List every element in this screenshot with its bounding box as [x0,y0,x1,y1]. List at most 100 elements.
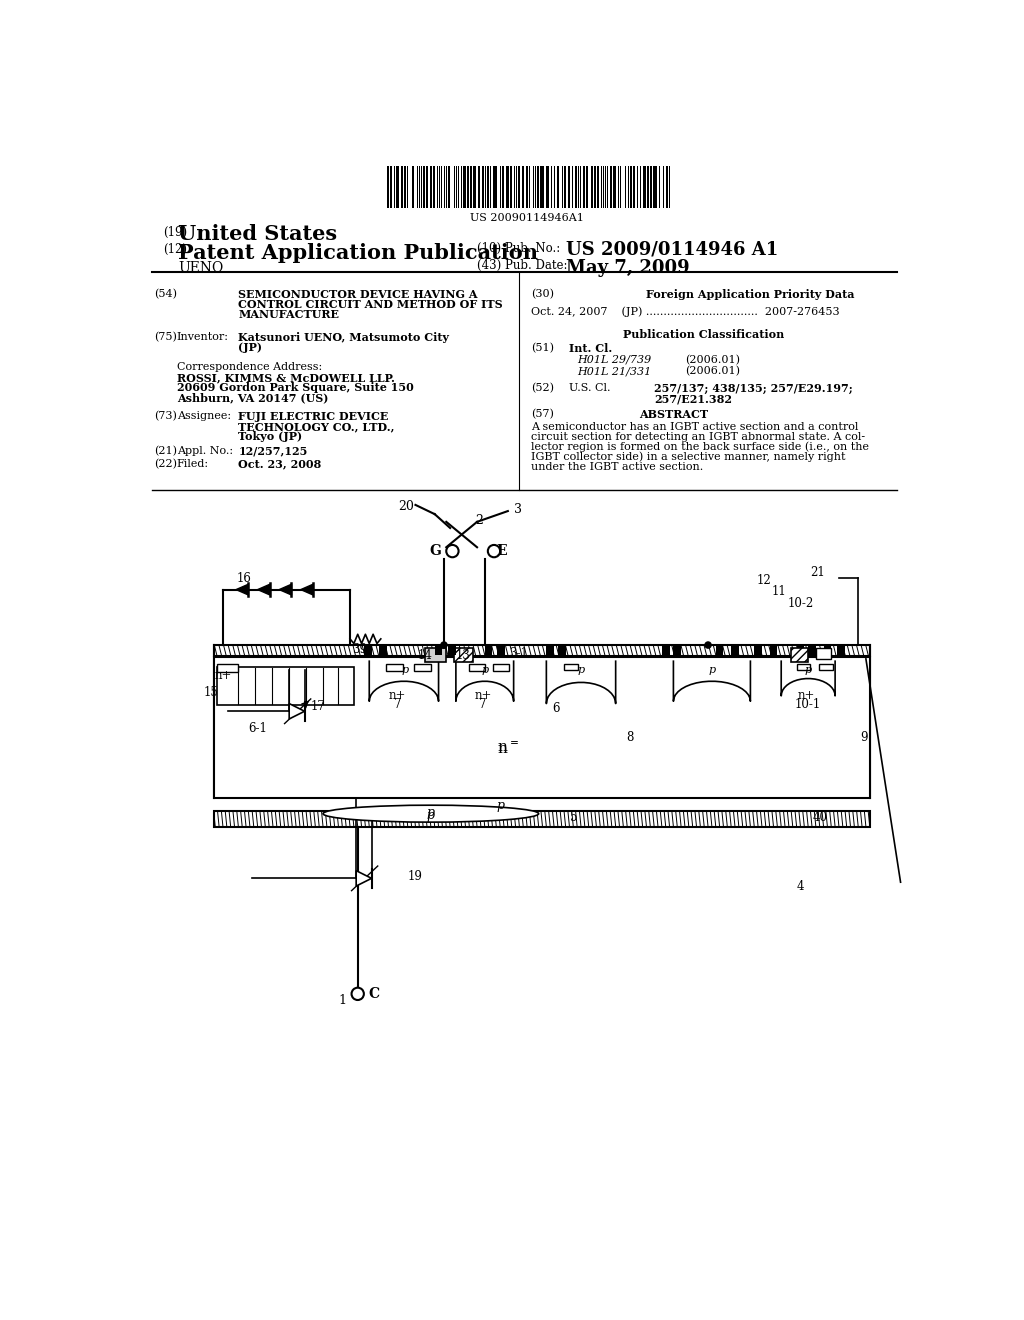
Bar [528,166,530,209]
Text: H01L 21/331: H01L 21/331 [578,367,651,376]
Text: n$^-$: n$^-$ [497,741,519,755]
Bar [497,645,505,655]
Bar [478,166,480,209]
Text: C: C [369,987,380,1001]
Text: 15: 15 [204,686,219,700]
Text: 4: 4 [797,880,804,894]
Bar [526,166,528,209]
Text: circuit section for detecting an IGBT abnormal state. A col-: circuit section for detecting an IGBT ab… [531,432,865,442]
Text: 7: 7 [479,698,487,711]
Text: (10) Pub. No.:: (10) Pub. No.: [477,242,560,255]
Text: (19): (19) [163,226,187,239]
Text: 10-1: 10-1 [795,698,821,711]
Text: E: E [497,544,507,558]
Text: (54): (54) [154,289,177,300]
Bar [396,166,398,209]
Text: n+: n+ [389,689,407,702]
Text: ABSTRACT: ABSTRACT [639,409,708,420]
Text: US 20090114946A1: US 20090114946A1 [470,213,584,223]
Text: Oct. 24, 2007    (JP) ................................  2007-276453: Oct. 24, 2007 (JP) .....................… [531,306,840,317]
Text: 14: 14 [418,649,433,663]
Text: p: p [481,665,488,676]
Bar [481,166,484,209]
Bar [403,166,407,209]
Bar [390,166,391,209]
Bar [823,645,831,655]
Text: (73): (73) [154,411,176,421]
Bar [473,166,475,209]
Bar [458,166,460,209]
Text: 16: 16 [238,573,252,585]
Bar [414,664,431,671]
Bar [662,645,670,655]
Text: (2006.01): (2006.01) [685,355,740,366]
Bar [494,664,509,671]
Text: 5: 5 [569,810,578,824]
Ellipse shape [351,987,364,1001]
Text: 1: 1 [339,994,347,1007]
Bar [547,166,549,209]
Bar [792,648,808,663]
Bar [364,645,372,655]
Polygon shape [289,704,304,719]
Bar [770,645,777,655]
Text: 40: 40 [812,810,827,824]
Text: 3-1: 3-1 [509,647,528,660]
Text: 7: 7 [394,698,401,711]
Bar [421,166,422,209]
Text: (12): (12) [163,243,187,256]
Bar [469,664,484,671]
Ellipse shape [446,545,459,557]
Bar [797,645,804,655]
Bar [755,645,762,655]
Text: Correspondence Address:: Correspondence Address: [177,363,322,372]
Bar [650,166,652,209]
Bar [447,645,456,655]
Bar [430,166,432,209]
Bar [587,166,588,209]
Text: p: p [578,665,585,676]
Text: 10-2: 10-2 [787,597,814,610]
Bar [435,645,442,655]
Bar [634,166,635,209]
Bar [731,645,739,655]
Bar [214,645,869,656]
Bar [838,645,845,655]
Text: United States: United States [178,224,338,244]
Bar [400,166,403,209]
Text: SEMICONDUCTOR DEVICE HAVING A: SEMICONDUCTOR DEVICE HAVING A [239,289,478,301]
Polygon shape [258,585,270,595]
Text: 257/E21.382: 257/E21.382 [654,393,732,404]
Text: Foreign Application Priority Data: Foreign Application Priority Data [646,289,855,301]
Bar [653,166,655,209]
Text: G: G [430,544,441,558]
Text: IGBT collector side) in a selective manner, namely right: IGBT collector side) in a selective mann… [531,451,846,462]
Text: 17: 17 [311,700,326,713]
Bar [425,648,446,663]
Bar [716,645,724,655]
Text: Filed:: Filed: [177,459,209,469]
Bar [217,664,239,672]
Text: 2: 2 [475,513,483,527]
Text: p: p [427,805,435,818]
Text: Publication Classification: Publication Classification [624,330,784,341]
Bar [484,645,493,655]
Bar [510,166,512,209]
Bar [433,166,435,209]
Text: (57): (57) [531,409,554,418]
Bar [214,812,869,826]
Text: UENO: UENO [178,261,223,275]
Bar [558,645,565,655]
Bar [674,645,681,655]
Text: p: p [427,809,435,822]
Text: A semiconductor has an IGBT active section and a control: A semiconductor has an IGBT active secti… [531,422,858,432]
Bar [658,166,660,209]
Bar [386,664,403,671]
Text: n+: n+ [474,689,492,702]
Bar [426,166,428,209]
Text: 6-1: 6-1 [248,722,267,735]
Text: 3: 3 [514,503,522,516]
Bar [591,166,593,209]
Bar [613,166,615,209]
Text: (51): (51) [531,343,554,354]
